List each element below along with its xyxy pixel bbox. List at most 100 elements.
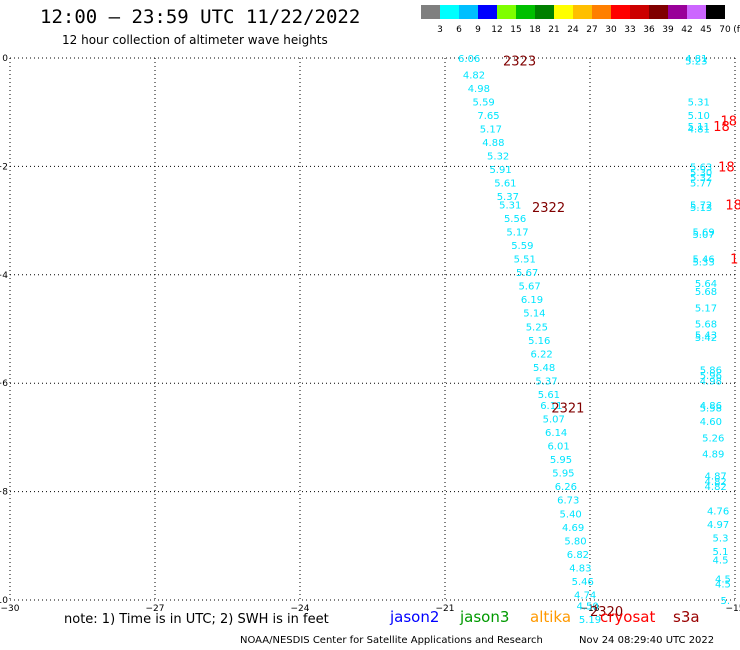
x-tick-label: −15 — [726, 604, 740, 614]
swh-value-label: 5.37 — [535, 376, 557, 387]
scale-label: 36 — [643, 25, 655, 35]
swh-value-label: 5.72 — [690, 200, 712, 211]
y-tick-label: −4 — [0, 271, 8, 281]
swh-value-label: 4.87 — [705, 471, 727, 482]
swh-value-label: 5.32 — [487, 152, 509, 163]
swh-value-label: 4.82 — [705, 477, 727, 488]
satellite-legend-item: jason3 — [460, 608, 510, 626]
pass-time-label: 2320 — [590, 605, 623, 620]
scale-label: 6 — [456, 25, 462, 35]
swh-value-label: 5.30 — [690, 168, 712, 179]
swh-value-label: 5.46 — [572, 577, 594, 588]
swh-value-label: 5.17 — [506, 227, 528, 238]
swh-value-label: 5.59 — [511, 241, 533, 252]
chart-subtitle: 12 hour collection of altimeter wave hei… — [62, 33, 328, 47]
x-tick-label: −30 — [1, 604, 20, 614]
swh-value-label: 5.10 — [688, 111, 710, 122]
scale-label: 15 — [510, 25, 522, 35]
scale-label: 45 — [700, 25, 712, 35]
swh-value-label: 5.26 — [702, 433, 724, 444]
scale-swatch — [592, 5, 611, 19]
x-tick-label: −27 — [146, 604, 165, 614]
y-tick-label: −8 — [0, 488, 8, 498]
swh-value-label: 5.64 — [695, 279, 717, 290]
satellite-legend-item: jason2 — [390, 608, 440, 626]
swh-value-label: 5.13 — [690, 203, 712, 214]
swh-value-label: 5.61 — [494, 179, 516, 190]
swh-value-label: 6.82 — [567, 550, 589, 561]
swh-value-label: 5.80 — [564, 536, 586, 547]
swh-value-label: 6.19 — [521, 295, 543, 306]
swh-value-label: 5.07 — [692, 230, 714, 241]
scale-label: 39 — [662, 25, 674, 35]
scale-label: 3 — [437, 25, 443, 35]
swh-value-label: 4.82 — [705, 482, 727, 493]
swh-value-label: 4.69 — [562, 523, 584, 534]
satellite-legend-item: cryosat — [600, 608, 656, 626]
scale-swatch — [516, 5, 535, 19]
scale-label: 24 — [567, 25, 579, 35]
swh-value-label: 5.63 — [690, 162, 712, 173]
swh-value-label: 5.17 — [695, 303, 717, 314]
swh-value-label: 4.97 — [707, 520, 729, 531]
satellite-legend-item: s3a — [673, 608, 700, 626]
scale-label: 42 — [681, 25, 693, 35]
scale-label: 27 — [586, 25, 598, 35]
swh-value-label: 5.17 — [480, 124, 502, 135]
pass-time-label: 1 — [730, 253, 738, 268]
swh-value-label: 6.73 — [557, 496, 579, 507]
scale-swatch — [630, 5, 649, 19]
scale-label: 9 — [475, 25, 481, 35]
swh-value-label: 5.25 — [526, 322, 548, 333]
swh-value-label: 5.67 — [516, 268, 538, 279]
x-tick-label: −21 — [436, 604, 455, 614]
swh-value-label: 5.95 — [552, 469, 574, 480]
pass-time-label: 2321 — [551, 402, 584, 417]
pass-time-label: 18 — [721, 114, 738, 129]
swh-value-label: 5.19 — [579, 615, 601, 626]
pass-time-label: 18 — [725, 198, 740, 213]
scale-label: 33 — [624, 25, 636, 35]
y-tick-label: 0 — [2, 54, 8, 64]
swh-value-label: 6.14 — [545, 428, 567, 439]
swh-value-label: 5.56 — [504, 214, 526, 225]
scale-swatch — [687, 5, 706, 19]
footer-note: note: 1) Time is in UTC; 2) SWH is in fe… — [64, 612, 329, 627]
swh-value-label: 5.96 — [700, 371, 722, 382]
scale-unit: (ft) — [733, 25, 740, 35]
swh-value-label: 5.68 — [695, 320, 717, 331]
scale-swatch — [649, 5, 668, 19]
swh-value-label: 5.42 — [695, 333, 717, 344]
credit-text: NOAA/NESDIS Center for Satellite Applica… — [240, 635, 543, 646]
swh-value-label: 4.82 — [463, 70, 485, 81]
swh-value-label: 5.37 — [497, 192, 519, 203]
y-tick-label: −10 — [0, 596, 8, 606]
swh-value-label: 6.26 — [555, 482, 577, 493]
generation-timestamp: Nov 24 08:29:40 UTC 2022 — [579, 635, 715, 646]
swh-value-label: 4.81 — [688, 124, 710, 135]
swh-value-label: 6.22 — [531, 349, 553, 360]
swh-value-label: 6.01 — [547, 442, 569, 453]
swh-value-label: 5.31 — [688, 97, 710, 108]
pass-time-label: 18 — [718, 160, 735, 175]
swh-value-label: 5.16 — [528, 336, 550, 347]
scale-swatch — [611, 5, 630, 19]
swh-value-label: 4.5 — [715, 580, 731, 591]
satellite-legend-item: altika — [530, 608, 572, 626]
scale-label: 30 — [605, 25, 617, 35]
swh-value-label: 4.83 — [569, 563, 591, 574]
swh-value-label: 5.1 — [713, 547, 729, 558]
swh-value-label: 6.11 — [540, 401, 562, 412]
pass-time-label: 2323 — [503, 55, 536, 70]
swh-value-label: 7.65 — [477, 111, 499, 122]
scale-swatch — [459, 5, 478, 19]
swh-value-label: 5.46 — [692, 255, 714, 266]
swh-value-label: 5.95 — [550, 455, 572, 466]
swh-value-label: 5.3 — [713, 534, 729, 545]
swh-value-label: 5.68 — [695, 287, 717, 298]
swh-value-label: 4.98 — [700, 376, 722, 387]
swh-value-label: 5.11 — [688, 122, 710, 133]
swh-value-label: 5.91 — [489, 165, 511, 176]
scale-label: 12 — [491, 25, 503, 35]
swh-value-label: 5.86 — [700, 366, 722, 377]
